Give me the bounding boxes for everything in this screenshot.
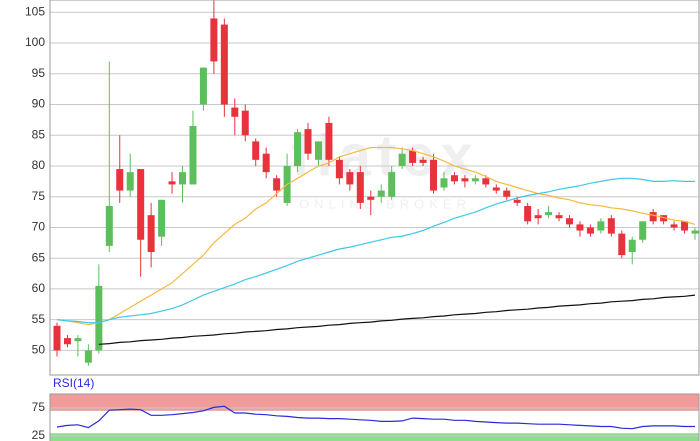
candle-body: [450, 175, 458, 182]
candle-body: [555, 215, 563, 219]
candle-body: [565, 218, 573, 225]
candle-body: [492, 187, 500, 191]
plot-frame: [49, 0, 700, 376]
y-tick-label: 65: [32, 250, 46, 264]
candle-body: [126, 172, 134, 191]
candle-body: [482, 178, 490, 185]
y-tick-label: 50: [32, 343, 46, 357]
candle-body: [252, 141, 260, 160]
candle-body: [346, 172, 354, 185]
rsi-band: [50, 433, 699, 441]
candle-body: [53, 325, 61, 351]
y-tick-label: 25: [32, 428, 46, 441]
y-tick-label: 95: [32, 66, 46, 80]
candle-body: [388, 172, 396, 197]
candle-body: [545, 212, 553, 216]
candle-body: [179, 172, 187, 185]
candle-body: [95, 285, 103, 351]
candle-body: [691, 230, 699, 234]
y-tick-label: 75: [32, 189, 46, 203]
candle-body: [199, 67, 207, 105]
y-tick-label: 85: [32, 127, 46, 141]
candle-body: [461, 178, 469, 182]
y-tick-label: 105: [25, 4, 45, 18]
candle-body: [147, 215, 155, 253]
rsi-title: RSI(14): [53, 376, 94, 390]
candle-body: [471, 178, 479, 182]
candle-body: [398, 153, 406, 166]
candle-body: [168, 181, 176, 185]
candle-body: [597, 221, 605, 231]
candle-body: [660, 215, 668, 222]
candle-body: [84, 350, 92, 363]
candle-body: [419, 159, 427, 163]
candle-body: [409, 150, 417, 163]
y-tick-label: 80: [32, 158, 46, 172]
candle-body: [220, 24, 228, 105]
plot-area: 50 55 60 65 70 75 80 85 90 95 100 105: [25, 0, 700, 376]
candle-body: [325, 122, 333, 160]
candle-body: [681, 221, 689, 231]
candle-body: [628, 239, 636, 253]
candle-body: [534, 215, 542, 219]
candle-body: [314, 141, 322, 160]
candle-body: [503, 190, 511, 197]
y-tick-label: 70: [32, 220, 46, 234]
y-tick-label: 60: [32, 281, 46, 295]
candle-body: [63, 338, 71, 345]
watermark: flatex ONLINE BROKER: [291, 123, 473, 211]
candle-body: [241, 110, 249, 136]
y-tick-label: 55: [32, 312, 46, 326]
candle-body: [576, 224, 584, 231]
plot-area: 25 75: [32, 393, 700, 441]
candle-body: [335, 159, 343, 179]
candle-body: [189, 126, 197, 185]
indicator-line: [56, 405, 695, 430]
y-tick-label: 90: [32, 97, 46, 111]
candle-body: [137, 169, 145, 240]
watermark-tagline: ONLINE BROKER: [299, 196, 471, 211]
plot-frame: [49, 393, 700, 441]
candle-body: [440, 178, 448, 188]
candle-body: [367, 196, 375, 200]
candle-body: [607, 218, 615, 234]
candle-body: [74, 338, 82, 342]
candle-body: [430, 159, 438, 191]
candle-body: [158, 199, 166, 237]
candle-body: [513, 199, 521, 203]
y-tick-label: 100: [25, 35, 45, 49]
candle-body: [639, 221, 647, 240]
candle-body: [356, 172, 364, 203]
candle-body: [670, 224, 678, 228]
rsi-band: [50, 394, 699, 411]
candle-body: [618, 233, 626, 256]
indicator-line: [56, 146, 696, 326]
candle-body: [105, 205, 113, 246]
indicator-line: [56, 177, 695, 324]
candle-body: [231, 107, 239, 117]
candle-body: [649, 212, 657, 222]
y-tick-label: 75: [32, 400, 46, 414]
candle-body: [262, 153, 270, 173]
indicator-line: [98, 294, 696, 345]
candle-body: [294, 132, 302, 166]
candle-body: [524, 205, 532, 222]
candle-body: [273, 178, 281, 191]
candle-body: [304, 129, 312, 154]
candle-body: [586, 227, 594, 234]
candle-body: [210, 18, 218, 62]
candle-body: [116, 169, 124, 191]
candle-body: [377, 190, 385, 197]
